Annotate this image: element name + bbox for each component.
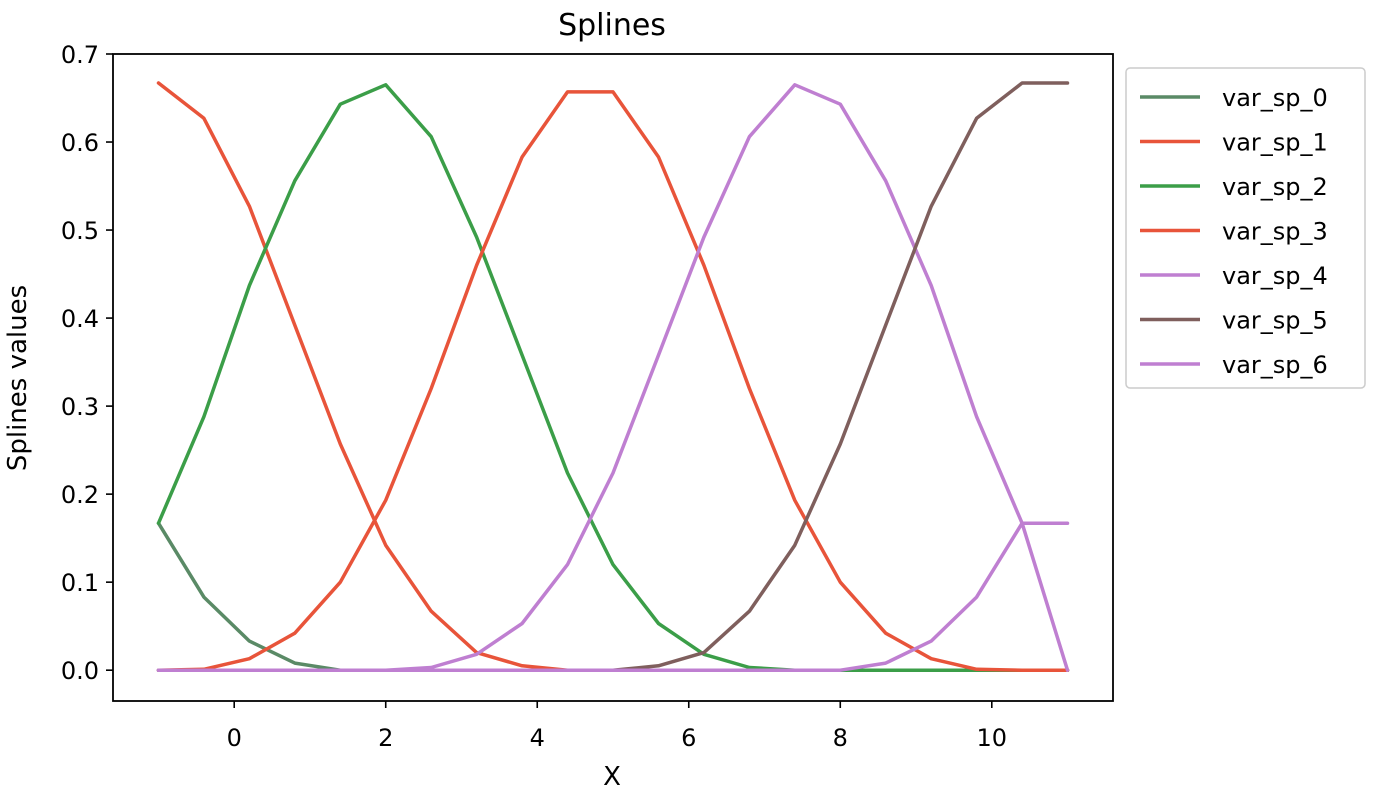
legend-item: var_sp_2: [1140, 173, 1328, 201]
legend: var_sp_0 var_sp_1 var_sp_2 var_sp_3 var_sp_4…: [1125, 67, 1366, 389]
x-tick-label: 0: [227, 724, 242, 752]
x-tick-label: 10: [977, 724, 1008, 752]
legend-item: var_sp_1: [1140, 129, 1328, 157]
x-tick-label: 6: [681, 724, 696, 752]
legend-label: var_sp_2: [1222, 173, 1328, 201]
y-axis-label: Splines values: [3, 285, 33, 471]
legend-items: var_sp_0 var_sp_1 var_sp_2 var_sp_3 var_sp_4…: [1140, 84, 1328, 379]
series-group: [156, 81, 1070, 672]
plot-area: [112, 53, 1114, 702]
legend-item: var_sp_4: [1140, 262, 1328, 290]
legend-item: var_sp_3: [1140, 218, 1328, 246]
plot-frame: [112, 53, 1114, 702]
y-tick-label: 0.3: [61, 393, 99, 421]
x-tick-label: 8: [833, 724, 848, 752]
legend-item: var_sp_5: [1140, 307, 1328, 335]
y-tick-label: 0.0: [61, 657, 99, 685]
series-line-var-sp-6: [156, 521, 1070, 672]
x-axis-label: X: [603, 762, 621, 792]
chart-title: Splines: [558, 8, 666, 43]
y-tick-label: 0.5: [61, 217, 99, 245]
y-tick-label: 0.1: [61, 569, 99, 597]
y-tick-label: 0.7: [61, 41, 99, 69]
y-axis-ticks: 0.0 0.1 0.2 0.3 0.4 0.5 0.6 0.7: [61, 41, 113, 685]
x-tick-label: 4: [530, 724, 545, 752]
legend-item: var_sp_6: [1140, 351, 1328, 379]
y-tick-label: 0.6: [61, 129, 99, 157]
legend-label: var_sp_6: [1222, 351, 1328, 379]
legend-label: var_sp_1: [1222, 129, 1328, 157]
y-tick-label: 0.4: [61, 305, 99, 333]
x-tick-label: 2: [378, 724, 393, 752]
legend-label: var_sp_0: [1222, 84, 1328, 112]
legend-label: var_sp_5: [1222, 307, 1328, 335]
legend-box: [1125, 67, 1366, 389]
legend-label: var_sp_3: [1222, 218, 1328, 246]
y-tick-label: 0.2: [61, 481, 99, 509]
legend-label: var_sp_4: [1222, 262, 1328, 290]
x-axis-ticks: 0 2 4 6 8 10: [227, 701, 1007, 752]
legend-item: var_sp_0: [1140, 84, 1328, 112]
series-line-var-sp-2: [156, 83, 1070, 672]
